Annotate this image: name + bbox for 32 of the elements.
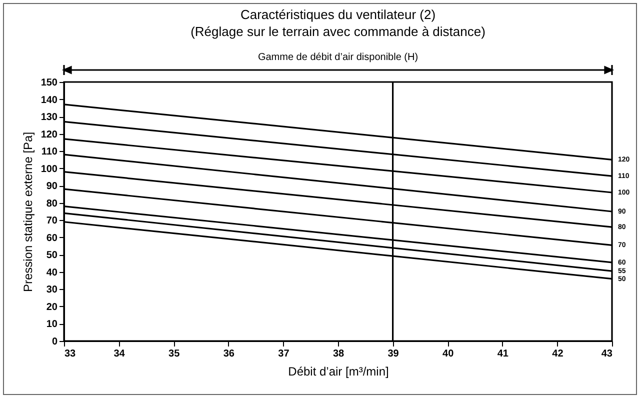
x-tick-label: 43 [601,348,613,360]
y-tick-label: 60 [46,232,58,244]
y-tick-label: 110 [41,146,58,158]
y-tick-label: 130 [40,112,58,124]
x-axis-title: Débit d’air [m³/min] [288,364,389,378]
x-tick-label: 42 [552,348,564,360]
y-tick-label: 150 [40,78,58,88]
chart-subtitle: (Réglage sur le terrain avec commande à distance) [190,24,486,39]
chart-title: Caractéristiques du ventilateur (2) [240,7,436,22]
y-tick-label: 30 [46,284,58,296]
y-tick-label: 50 [46,250,58,262]
x-tick-label: 39 [388,348,400,360]
x-tick-label: 40 [442,348,454,360]
y-tick-label: 40 [46,267,58,278]
y-tick-label: 10 [46,319,58,330]
y-tick-label: 0 [52,336,58,348]
x-tick-label: 37 [278,348,290,360]
x-tick-label: 34 [114,348,126,360]
x-tick-label: 35 [168,348,180,360]
text: Gamme de débit d’air disponible (H) [258,52,418,63]
y-tick-label: 70 [46,216,58,227]
x-tick-label: 36 [223,348,235,360]
x-tick-label: 33 [64,348,76,360]
y-axis-title: Pression statique externe [Pa] [20,132,35,292]
y-tick-label: 100 [40,164,58,175]
y-tick-label: 20 [46,302,58,313]
y-tick-label: 140 [40,94,58,106]
x-tick-label: 38 [332,348,344,360]
x-tick-label: 41 [497,348,509,360]
y-tick-label: 90 [46,181,58,192]
y-tick-label: 120 [40,129,58,140]
y-tick-label: 80 [46,198,58,210]
